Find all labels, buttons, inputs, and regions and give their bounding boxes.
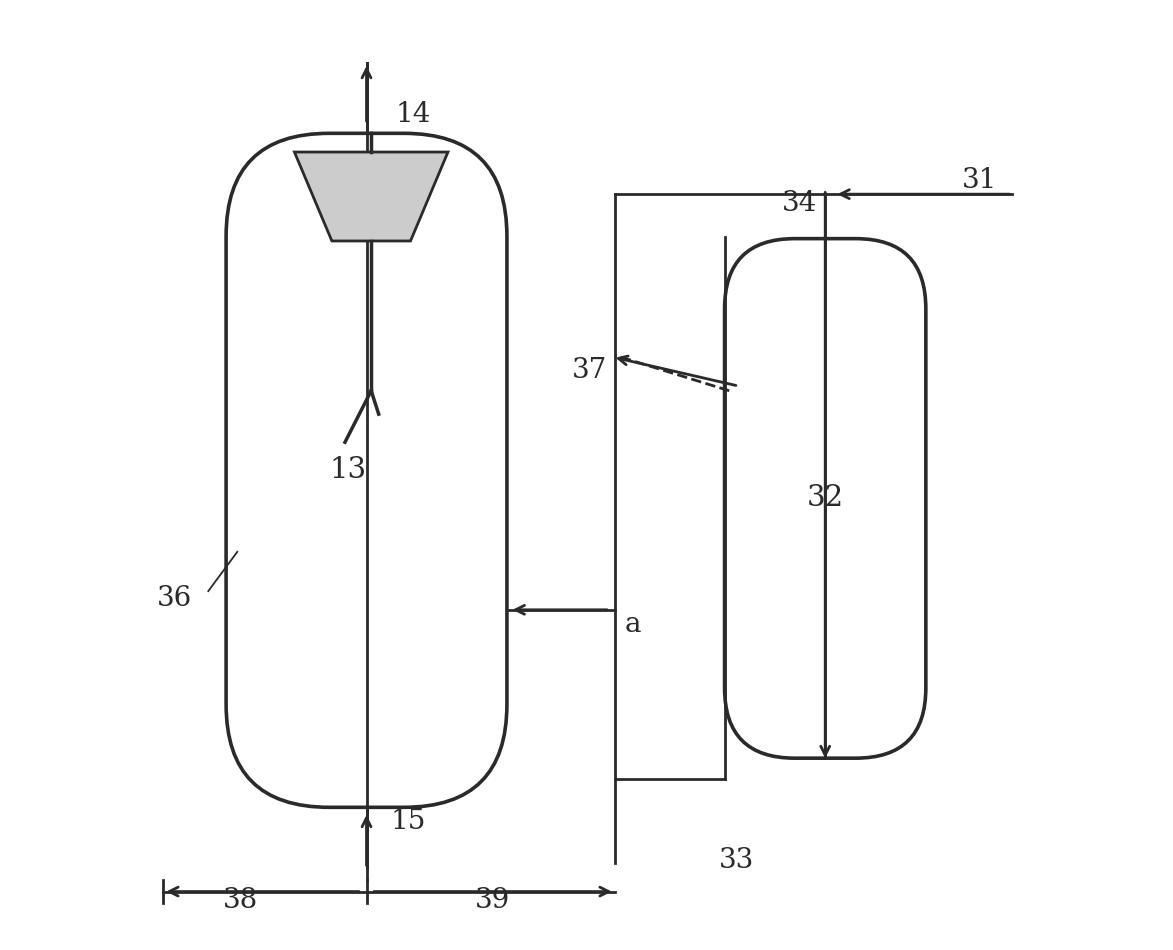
FancyBboxPatch shape	[226, 133, 507, 808]
Text: 34: 34	[782, 190, 818, 217]
Polygon shape	[294, 152, 448, 241]
Text: 15: 15	[391, 808, 426, 835]
Text: 32: 32	[807, 484, 843, 512]
Text: 39: 39	[475, 887, 510, 915]
Text: 37: 37	[571, 356, 606, 384]
Text: 33: 33	[719, 847, 754, 874]
Text: a: a	[625, 611, 642, 638]
Text: 38: 38	[223, 887, 258, 915]
Text: 31: 31	[962, 166, 997, 194]
Text: 36: 36	[157, 585, 192, 612]
FancyBboxPatch shape	[725, 238, 925, 758]
Text: 14: 14	[395, 101, 430, 128]
Text: 13: 13	[330, 456, 366, 484]
